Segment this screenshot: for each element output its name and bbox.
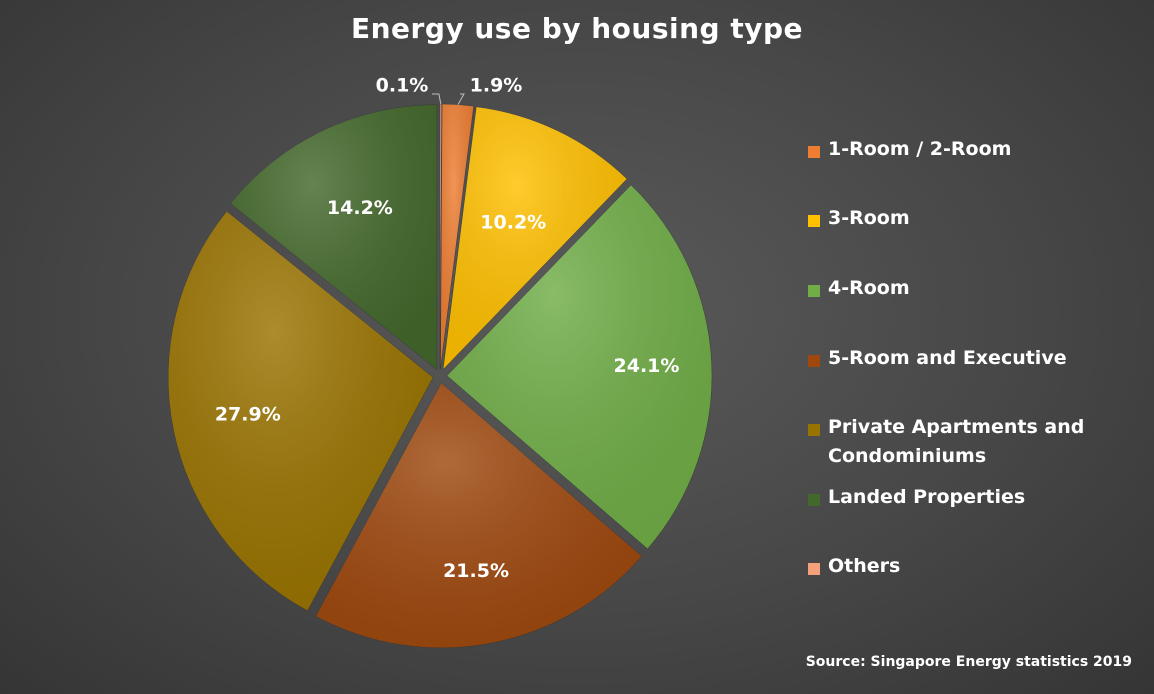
pie-slice-shading: [440, 104, 474, 370]
legend-label: 4-Room: [828, 277, 910, 299]
source-note: Source: Singapore Energy statistics 2019: [805, 654, 1132, 670]
slice-label: 1.9%: [470, 75, 523, 97]
legend-item: 3-Room: [808, 207, 1128, 233]
pie-slice-shading: [443, 106, 627, 370]
slice-label: 10.2%: [480, 212, 546, 234]
legend-swatch: [808, 215, 820, 227]
legend-item: 4-Room: [808, 277, 1128, 303]
slice-label: 24.1%: [614, 355, 680, 377]
chart-title: Energy use by housing type: [350, 12, 804, 45]
legend-label: 5-Room and Executive: [828, 347, 1067, 369]
slice-label: 0.1%: [376, 75, 429, 97]
legend-item: 1-Room / 2-Room: [808, 138, 1128, 164]
legend-label: Private Apartments and Condominiums: [828, 416, 1085, 467]
pie-slice-shading: [168, 211, 434, 611]
pie-slice-shading: [315, 382, 642, 648]
legend-swatch: [808, 424, 820, 436]
slice-label: 21.5%: [443, 560, 509, 582]
legend-swatch: [808, 146, 820, 158]
legend-swatch: [808, 355, 820, 367]
legend-swatch: [808, 563, 820, 575]
legend-label: 1-Room / 2-Room: [828, 138, 1012, 160]
legend-label: 3-Room: [828, 207, 910, 229]
pie-slice-shading: [440, 104, 442, 370]
legend-item: Others: [808, 555, 1128, 581]
legend-label: Others: [828, 555, 901, 577]
slice-label: 14.2%: [327, 197, 393, 219]
legend-swatch: [808, 494, 820, 506]
slice-label: 27.9%: [215, 403, 281, 425]
pie-slice-shading: [230, 104, 437, 370]
legend-item: Landed Properties: [808, 486, 1128, 512]
leader-line: [457, 93, 465, 105]
leader-line: [432, 93, 442, 105]
pie-slice-shading: [446, 184, 712, 549]
legend-item: Private Apartments and Condominiums: [808, 416, 1128, 471]
legend-item: 5-Room and Executive: [808, 347, 1128, 373]
legend-label: Landed Properties: [828, 486, 1026, 508]
legend-swatch: [808, 285, 820, 297]
